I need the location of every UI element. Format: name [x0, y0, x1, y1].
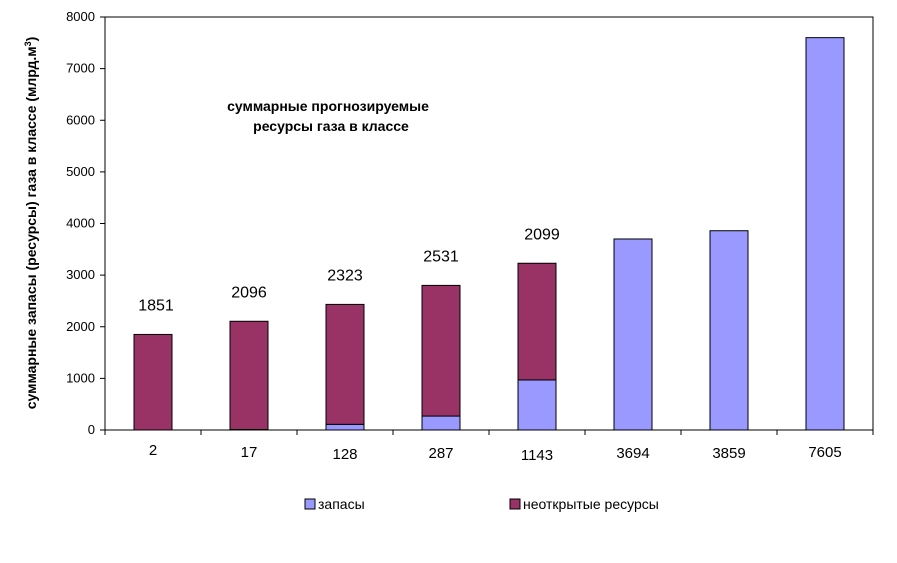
bar-reserves [805, 37, 845, 431]
x-category-label: 2 [149, 442, 157, 459]
bar-reserves [709, 230, 749, 431]
data-labels: 1851 2096 2323 2531 2099 [138, 226, 560, 314]
x-category-label: 287 [428, 445, 453, 462]
bar-data-label: 2531 [423, 248, 459, 265]
bar-undiscovered [229, 320, 269, 430]
bar-undiscovered [517, 262, 557, 381]
legend-label-undiscovered: неоткрытые ресурсы [523, 496, 659, 512]
y-tick-label: 5000 [66, 164, 95, 179]
x-category-label: 3694 [616, 445, 649, 462]
y-tick-label: 0 [88, 422, 95, 437]
x-category-label: 3859 [712, 445, 745, 462]
y-tick-label: 1000 [66, 370, 95, 385]
bar-data-label: 2096 [231, 284, 267, 301]
y-tick-label: 6000 [66, 112, 95, 127]
bar-undiscovered [133, 333, 173, 431]
y-axis-title-main: суммарные запасы (ресурсы) газа в классе… [23, 46, 39, 409]
y-tick-label: 2000 [66, 319, 95, 334]
y-axis-title-suffix: ) [23, 37, 39, 42]
bar-reserves [517, 379, 557, 431]
x-axis: 2 17 128 287 1143 3694 3859 7605 [104, 430, 874, 464]
x-category-label: 17 [241, 444, 258, 461]
y-axis: 0 1000 2000 3000 4000 5000 6000 7000 8000 [66, 9, 105, 437]
legend-swatch-reserves [304, 498, 316, 510]
y-tick-label: 7000 [66, 61, 95, 76]
bar-series [133, 37, 845, 431]
plot-area [104, 16, 874, 431]
bar-undiscovered [325, 303, 365, 425]
legend: запасы неоткрытые ресурсы [304, 496, 659, 512]
y-tick-label: 8000 [66, 9, 95, 24]
x-category-label: 128 [332, 446, 357, 463]
y-tick-label: 4000 [66, 216, 95, 231]
legend-label-reserves: запасы [318, 496, 365, 512]
annotation-line-1: суммарные прогнозируемые [227, 98, 429, 114]
annotation-line-2: ресурсы газа в классе [253, 118, 409, 134]
bar-data-label: 2323 [327, 267, 363, 284]
bar-reserves [421, 415, 461, 431]
y-axis-title: суммарные запасы (ресурсы) газа в классе… [23, 37, 39, 410]
bar-undiscovered [421, 284, 461, 417]
y-tick-label: 3000 [66, 267, 95, 282]
x-category-label: 7605 [808, 444, 841, 461]
y-axis-title-superscript: 3 [23, 41, 33, 46]
bar-data-label: 2099 [524, 226, 560, 243]
bar-data-label: 1851 [138, 297, 174, 314]
x-category-label: 1143 [521, 447, 553, 464]
legend-swatch-undiscovered [509, 498, 521, 510]
bar-reserves [325, 423, 365, 431]
bar-reserves [613, 238, 653, 431]
